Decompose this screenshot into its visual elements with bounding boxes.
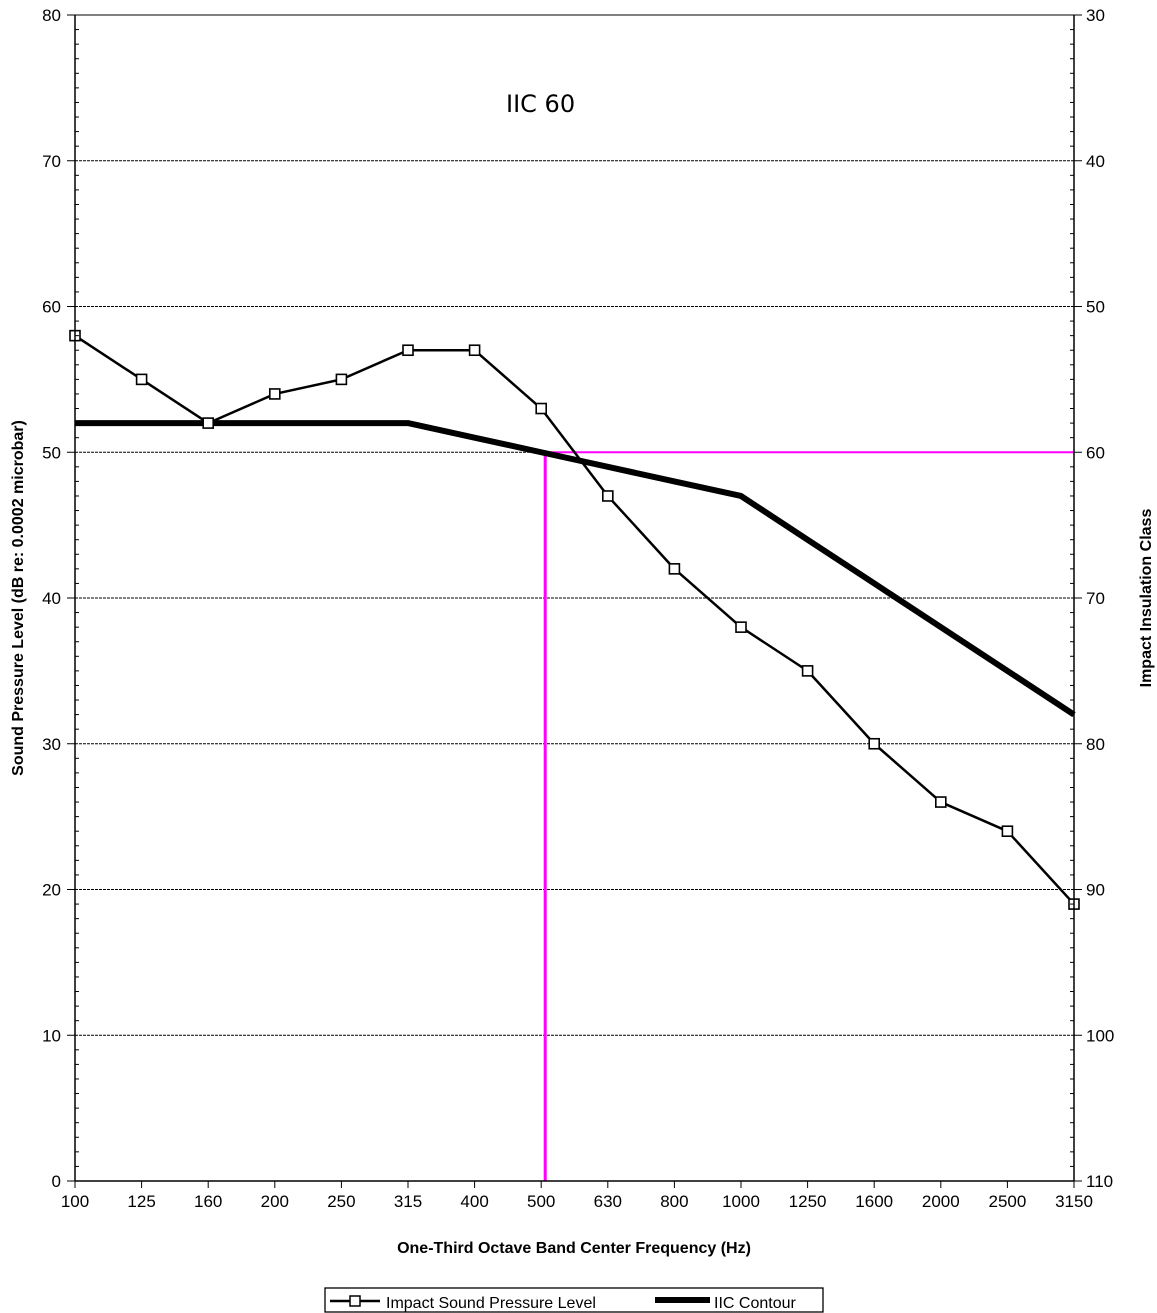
x-tick-label-630: 630 xyxy=(594,1192,622,1211)
x-tick-label-100: 100 xyxy=(61,1192,89,1211)
y-tick-label-30: 30 xyxy=(42,735,61,754)
y-tick-label-60: 60 xyxy=(42,298,61,317)
series-lines xyxy=(69,329,1080,910)
y-tick-label-50: 50 xyxy=(42,443,61,462)
data-point-impact-250 xyxy=(335,373,348,386)
y-tick-label-0: 0 xyxy=(52,1172,61,1191)
y2-tick-label-110: 110 xyxy=(1086,1172,1113,1191)
data-point-impact-315 xyxy=(402,344,414,357)
x-tick-label-125: 125 xyxy=(127,1192,155,1211)
data-point-impact-1250 xyxy=(801,665,814,677)
y-tick-label-70: 70 xyxy=(42,152,61,171)
x-tick-label-315: 315 xyxy=(394,1192,422,1211)
iic-annotation: IIC 60 xyxy=(506,90,575,118)
data-point-impact-1600 xyxy=(868,737,881,750)
x-tick-label-160: 160 xyxy=(194,1192,222,1211)
data-point-impact-200 xyxy=(268,388,281,400)
y-tick-label-40: 40 xyxy=(42,589,61,608)
legend: Impact Sound Pressure Level IIC Contour xyxy=(324,1287,824,1313)
axes: 0 10 20 30 40 50 60 70 80 110 100 90 80 70 60 50 40 30 100… xyxy=(42,6,1114,1211)
reference-lines xyxy=(543,451,1074,1181)
series-line-impact-sound-pressure-level xyxy=(74,334,1075,905)
x-tick-label-3150: 3150 xyxy=(1055,1192,1093,1211)
y-tick-label-20: 20 xyxy=(42,881,61,900)
x-tick-label-2000: 2000 xyxy=(922,1192,960,1211)
y2-tick-label-50: 50 xyxy=(1086,298,1105,317)
x-tick-label-1250: 1250 xyxy=(789,1192,827,1211)
x-axis-title: One-Third Octave Band Center Frequency (… xyxy=(397,1240,751,1257)
y-axis-title: Sound Pressure Level (dB re: 0.0002 micr… xyxy=(10,420,27,776)
legend-box xyxy=(324,1287,824,1313)
series-line-iic-contour xyxy=(75,420,1076,718)
y2-tick-label-40: 40 xyxy=(1086,152,1105,171)
data-point-impact-160 xyxy=(202,417,214,429)
x-tick-label-250: 250 xyxy=(327,1192,355,1211)
y-tick-label-10: 10 xyxy=(42,1026,61,1045)
x-tick-label-1600: 1600 xyxy=(855,1192,893,1211)
y2-axis-title: Impact Insulation Class xyxy=(1138,509,1155,688)
data-point-impact-1000 xyxy=(735,621,747,633)
data-point-impact-500 xyxy=(535,402,548,415)
data-point-impact-2000 xyxy=(934,796,947,808)
y2-tick-label-70: 70 xyxy=(1086,589,1105,608)
data-point-impact-800 xyxy=(668,563,681,575)
x-tick-label-1000: 1000 xyxy=(722,1192,760,1211)
legend-label-impact: Impact Sound Pressure Level xyxy=(386,1295,596,1312)
legend-marker-impact xyxy=(349,1295,361,1307)
data-point-impact-400 xyxy=(468,344,481,357)
y2-tick-label-80: 80 xyxy=(1086,735,1105,754)
y-tick-label-80: 80 xyxy=(42,6,61,25)
y2-tick-label-90: 90 xyxy=(1086,881,1105,900)
x-tick-label-500: 500 xyxy=(527,1192,555,1211)
y2-tick-label-100: 100 xyxy=(1086,1026,1114,1045)
x-tick-label-400: 400 xyxy=(460,1192,488,1211)
data-point-impact-125 xyxy=(135,373,148,386)
data-point-impact-2500 xyxy=(1001,825,1014,838)
x-tick-label-800: 800 xyxy=(660,1192,688,1211)
x-tick-label-2500: 2500 xyxy=(988,1192,1026,1211)
x-tick-label-200: 200 xyxy=(261,1192,289,1211)
y2-tick-label-30: 30 xyxy=(1086,6,1105,25)
y2-tick-label-60: 60 xyxy=(1086,443,1105,462)
legend-label-contour: IIC Contour xyxy=(714,1295,796,1312)
data-point-impact-630 xyxy=(601,490,614,502)
